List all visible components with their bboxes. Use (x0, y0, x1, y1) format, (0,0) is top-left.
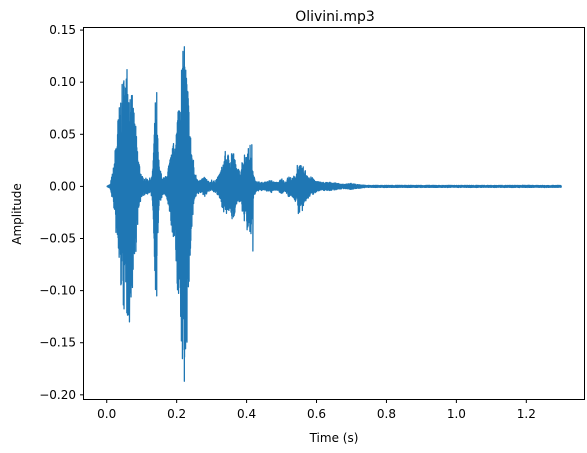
y-tick-label: −0.15 (39, 336, 76, 350)
x-tick-label: 1.2 (517, 407, 536, 421)
x-tick-label: 0.8 (377, 407, 396, 421)
x-tick-label: 0.2 (167, 407, 186, 421)
waveform-series-line (106, 46, 562, 382)
chart-title: Olivini.mp3 (295, 9, 375, 25)
y-axis-label: Amplitude (10, 183, 24, 245)
y-axis: 0.15 0.10 0.05 0.00 −0.05 −0.10 −0.15 −0.20 (39, 23, 84, 402)
x-axis-label: Time (s) (309, 431, 359, 445)
x-tick-label: 0.0 (97, 407, 116, 421)
y-tick-label: 0.05 (49, 127, 76, 141)
x-axis: 0.0 0.2 0.4 0.6 0.8 1.0 1.2 (97, 399, 536, 421)
x-tick-label: 1.0 (447, 407, 466, 421)
y-tick-label: −0.20 (39, 388, 76, 402)
y-tick-label: 0.00 (49, 179, 76, 193)
plot-area (106, 46, 562, 382)
y-tick-label: 0.15 (49, 23, 76, 37)
y-tick-label: −0.10 (39, 284, 76, 298)
plot-frame (83, 27, 585, 400)
x-tick-label: 0.6 (307, 407, 326, 421)
y-tick-label: 0.10 (49, 75, 76, 89)
x-tick-label: 0.4 (237, 407, 256, 421)
y-tick-label: −0.05 (39, 232, 76, 246)
